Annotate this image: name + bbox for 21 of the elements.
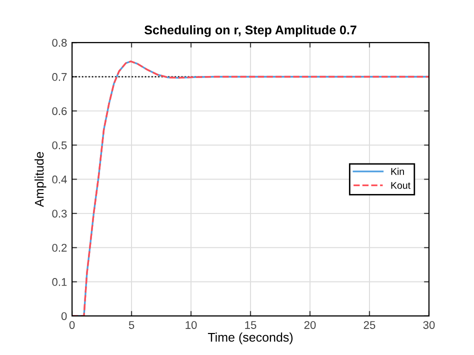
x-tick-label: 5 <box>128 321 134 329</box>
y-tick-label: 0.3 <box>52 210 67 218</box>
x-tick-label: 10 <box>186 321 197 329</box>
y-tick-label: 0.1 <box>52 278 67 286</box>
y-tick-label: 0.8 <box>52 38 67 47</box>
x-tick-label: 30 <box>423 321 435 329</box>
x-axis-title: Time (seconds) <box>208 332 293 344</box>
x-tick-label: 25 <box>364 321 376 329</box>
y-tick-label: 0.6 <box>52 107 67 116</box>
y-tick-label: 0.5 <box>52 141 67 150</box>
y-tick-label: 0.7 <box>52 73 67 81</box>
x-tick-label: 20 <box>304 321 316 329</box>
x-tick-label: 15 <box>245 321 256 329</box>
y-tick-label: 0.4 <box>52 176 67 184</box>
y-tick-label: 0.2 <box>52 244 67 252</box>
chart-title: Scheduling on r, Step Amplitude 0.7 <box>144 25 356 37</box>
legend-label: Kout <box>391 182 410 189</box>
legend-label: Kin <box>391 168 404 175</box>
y-axis-title: Amplitude <box>34 152 46 208</box>
x-tick-label: 0 <box>69 321 75 329</box>
y-tick-label: 0 <box>61 312 67 320</box>
